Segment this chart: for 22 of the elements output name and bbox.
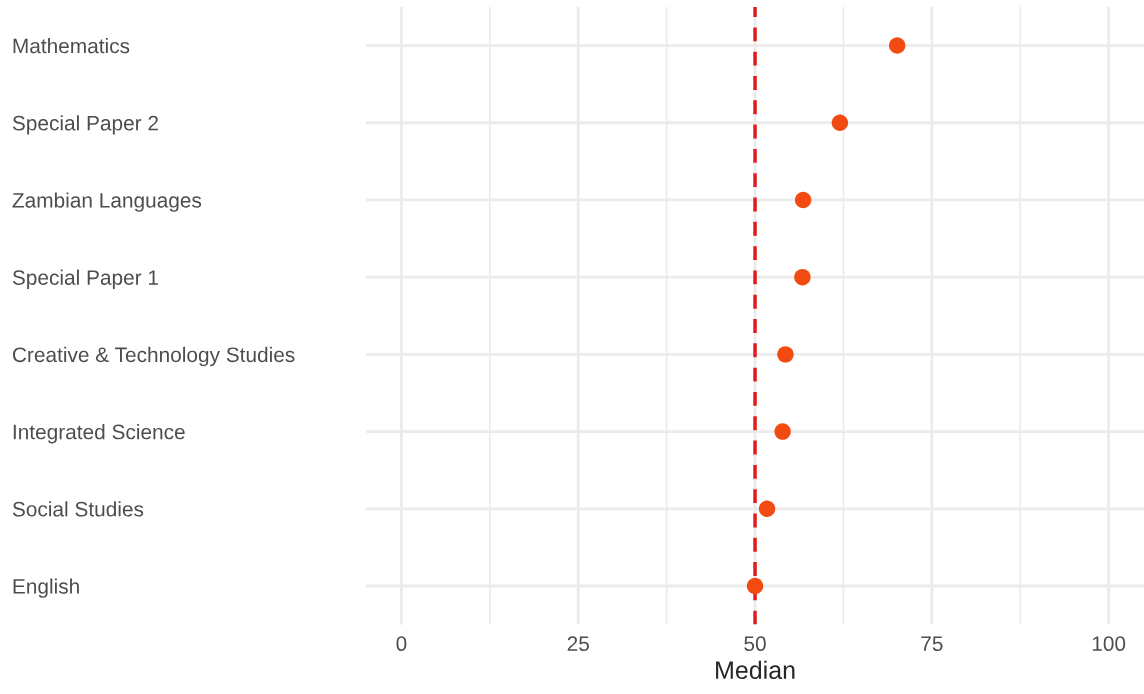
point	[794, 268, 811, 286]
point	[888, 37, 906, 54]
x-tick-label: 50	[744, 636, 766, 652]
y-tick-label: Integrated Science	[13, 424, 185, 444]
y-tick-label: Social Studies	[12, 501, 144, 517]
y-tick-label: Mathematics	[13, 37, 130, 54]
point	[746, 577, 764, 595]
y-tick-label: Zambian Languages	[12, 192, 202, 212]
point	[774, 423, 791, 440]
point	[831, 114, 849, 131]
y-tick-label: English	[13, 578, 79, 598]
y-tick-label: Creative & Technology Studies	[12, 346, 295, 367]
x-tick-label: 25	[567, 636, 589, 652]
y-tick-label: Special Paper 2	[12, 115, 158, 135]
x-axis-title: Median	[716, 660, 795, 680]
x-tick-label: 75	[921, 636, 943, 652]
x-tick-label: 100	[1092, 636, 1126, 652]
y-tick-label: Special Paper 1	[12, 269, 158, 290]
point	[794, 191, 812, 209]
point	[758, 500, 776, 518]
point	[777, 346, 794, 363]
x-tick-label: 0	[396, 636, 407, 652]
